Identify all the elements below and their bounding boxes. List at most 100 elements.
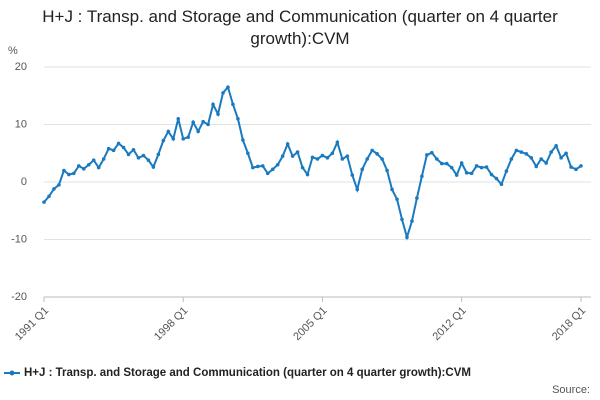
data-point <box>529 156 534 160</box>
data-point <box>444 161 449 166</box>
data-point <box>260 164 265 168</box>
data-point <box>221 91 225 95</box>
legend-label: H+J : Transp. and Storage and Communicat… <box>24 367 471 379</box>
data-point <box>106 146 111 151</box>
data-point <box>380 157 384 161</box>
data-point <box>524 152 529 156</box>
data-point <box>390 187 394 192</box>
data-point <box>439 161 444 166</box>
data-point <box>519 150 524 154</box>
data-point <box>569 165 573 169</box>
data-point <box>181 137 186 141</box>
x-tick-label: 2018 Q1 <box>550 305 588 343</box>
data-point <box>325 156 330 160</box>
data-point <box>201 119 205 124</box>
data-point <box>534 164 539 169</box>
data-point <box>415 196 419 200</box>
x-tick-label: 1998 Q1 <box>152 305 190 343</box>
data-point <box>62 168 66 173</box>
data-point <box>67 172 71 177</box>
data-point <box>275 162 280 167</box>
data-point <box>101 157 106 161</box>
series-line <box>43 85 582 241</box>
data-point <box>454 173 459 177</box>
data-point <box>449 165 454 170</box>
data-point <box>290 154 295 158</box>
data-point <box>305 172 310 177</box>
data-point <box>57 183 61 187</box>
data-point <box>176 116 181 121</box>
data-point <box>330 151 335 156</box>
data-point <box>499 182 504 187</box>
data-point <box>420 174 424 179</box>
data-point <box>91 158 96 162</box>
data-point <box>126 152 131 157</box>
data-point <box>141 153 146 158</box>
chart-title: H+J : Transp. and Storage and Communicat… <box>42 7 558 48</box>
data-point <box>226 85 230 89</box>
data-point <box>256 164 260 169</box>
data-point <box>350 173 355 177</box>
data-point <box>131 148 136 152</box>
data-point <box>579 164 583 168</box>
x-tick-label: 2012 Q1 <box>431 305 469 343</box>
data-point <box>186 135 190 139</box>
data-point <box>136 156 141 160</box>
data-point <box>300 165 305 170</box>
data-point <box>410 219 414 223</box>
data-point <box>251 165 255 170</box>
data-point <box>96 165 101 170</box>
data-point <box>544 161 548 165</box>
data-point <box>315 157 320 161</box>
source-note: Source: <box>552 384 590 396</box>
data-point <box>196 129 200 134</box>
data-point <box>86 162 91 167</box>
data-point <box>166 129 171 134</box>
data-point <box>295 150 300 154</box>
data-point <box>146 158 151 162</box>
data-point <box>52 187 56 191</box>
data-point <box>549 150 553 154</box>
data-point <box>191 120 195 124</box>
data-point <box>211 102 215 107</box>
data-point <box>236 116 240 121</box>
y-tick-label: -10 <box>11 233 27 245</box>
data-point <box>355 187 360 192</box>
data-point <box>206 122 210 127</box>
data-point <box>81 166 86 171</box>
data-point <box>370 148 374 153</box>
data-point <box>474 164 479 168</box>
data-point <box>280 154 285 158</box>
data-point <box>156 152 161 157</box>
data-point <box>504 169 509 173</box>
data-point <box>310 155 315 160</box>
data-point <box>335 140 340 145</box>
data-point <box>435 157 439 161</box>
y-tick-label: 20 <box>15 61 27 73</box>
data-point <box>116 141 121 146</box>
data-point <box>42 200 46 204</box>
data-point <box>161 138 166 143</box>
data-point <box>559 156 563 160</box>
y-tick-label: 0 <box>21 176 27 188</box>
data-point <box>285 142 290 146</box>
data-point <box>459 161 464 165</box>
data-point <box>509 157 514 161</box>
legend-marker <box>9 370 15 376</box>
data-point <box>47 194 51 199</box>
data-point <box>72 171 76 176</box>
data-point <box>574 167 578 172</box>
y-axis-label: % <box>8 45 18 57</box>
data-point <box>345 154 350 158</box>
data-point <box>564 151 568 156</box>
data-point <box>360 167 365 172</box>
data-point <box>489 172 494 177</box>
data-point <box>241 138 245 142</box>
data-point <box>121 145 126 150</box>
data-point <box>405 235 409 239</box>
data-point <box>340 157 345 161</box>
x-tick-label: 1991 Q1 <box>13 305 51 343</box>
data-point <box>425 153 429 157</box>
